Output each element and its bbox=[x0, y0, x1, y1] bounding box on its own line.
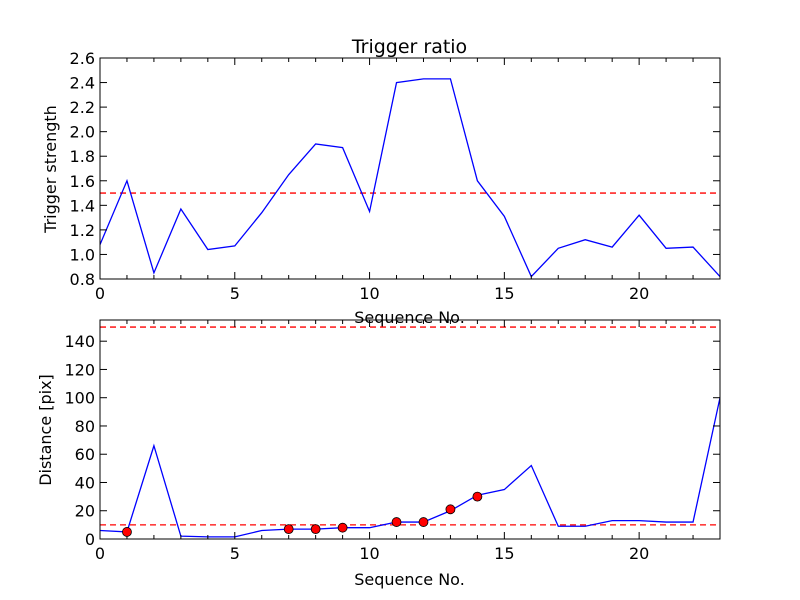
series-line bbox=[100, 397, 720, 538]
data-point-marker bbox=[122, 527, 132, 537]
x-tick-label: 5 bbox=[230, 544, 240, 563]
x-tick-label: 5 bbox=[230, 284, 240, 303]
data-point-marker bbox=[283, 524, 294, 535]
y-axis-label: Trigger strength bbox=[41, 105, 60, 234]
y-tick-label: 2.4 bbox=[70, 74, 95, 93]
axes-frame bbox=[99, 319, 721, 540]
series-line bbox=[100, 78, 720, 278]
x-tick-label: 15 bbox=[494, 284, 514, 303]
x-tick-label: 0 bbox=[95, 544, 105, 563]
y-tick-label: 2.2 bbox=[70, 98, 95, 117]
y-tick-label: 2.6 bbox=[70, 49, 95, 68]
chart-title: Trigger ratio bbox=[351, 36, 467, 58]
data-point-marker bbox=[310, 524, 321, 535]
y-tick-label: 60 bbox=[75, 445, 95, 464]
y-tick-label: 1.0 bbox=[70, 245, 95, 264]
y-tick-label: 1.4 bbox=[70, 196, 95, 215]
x-tick-label: 10 bbox=[359, 284, 379, 303]
data-point-marker bbox=[391, 517, 402, 527]
y-tick-label: 100 bbox=[64, 389, 95, 408]
plot-area bbox=[100, 78, 720, 278]
y-tick-label: 120 bbox=[64, 360, 95, 379]
x-tick-label: 15 bbox=[494, 544, 514, 563]
data-point-marker bbox=[418, 517, 429, 527]
x-tick-label: 20 bbox=[629, 544, 649, 563]
trigger-ratio-chart: Trigger ratio 0 5 10 15 20 0.8 1.0 1.2 1.4 1.6 1.8… bbox=[41, 36, 721, 327]
data-point-marker bbox=[337, 522, 348, 533]
y-tick-label: 40 bbox=[75, 473, 95, 492]
y-tick-label: 80 bbox=[75, 417, 95, 436]
y-tick-label: 1.2 bbox=[70, 221, 95, 240]
y-tick-label: 1.8 bbox=[70, 147, 95, 166]
x-tick-label: 10 bbox=[359, 544, 379, 563]
x-tick-label: 0 bbox=[95, 284, 105, 303]
y-axis-label: Distance [pix] bbox=[36, 374, 55, 486]
y-tick-label: 1.6 bbox=[70, 172, 95, 191]
data-point-marker bbox=[445, 504, 456, 515]
data-point-marker bbox=[472, 491, 483, 502]
axes-frame bbox=[99, 57, 721, 280]
y-tick-label: 140 bbox=[64, 332, 95, 351]
x-axis-label: Sequence No. bbox=[354, 570, 465, 589]
y-tick-label: 0 bbox=[85, 530, 95, 549]
y-tick-label: 2.0 bbox=[70, 123, 95, 142]
x-tick-label: 20 bbox=[629, 284, 649, 303]
plot-area bbox=[100, 326, 720, 538]
y-tick-label: 0.8 bbox=[70, 270, 95, 289]
x-axis-label: Sequence No. bbox=[354, 308, 465, 327]
axis-ticks: 0 5 10 15 20 0 20 40 60 80 100 120 140 bbox=[64, 320, 721, 563]
y-tick-label: 20 bbox=[75, 502, 95, 521]
axis-ticks: 0 5 10 15 20 0.8 1.0 1.2 1.4 1.6 1.8 2.0 2.2 2.4 2.6 bbox=[70, 49, 721, 303]
